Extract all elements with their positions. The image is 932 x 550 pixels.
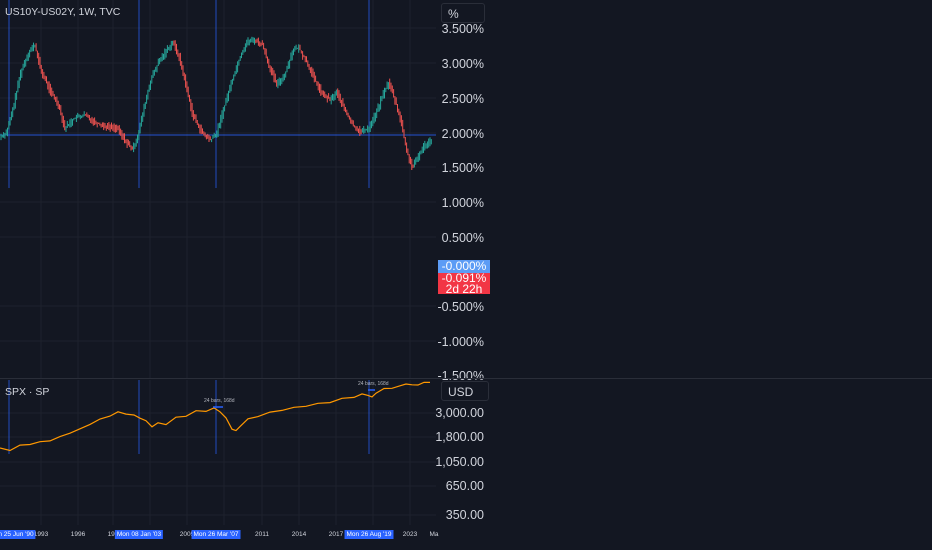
price-tick: 1,800.00 bbox=[435, 430, 484, 444]
spread-chart-canvas[interactable] bbox=[0, 0, 436, 378]
crosshair-date-mark: Mon 08 Jan '03 bbox=[114, 530, 164, 539]
crosshair-date-mark: Mon 26 Mar '07 bbox=[191, 530, 241, 539]
measure-label: 24 bars, 168d bbox=[204, 398, 235, 404]
spread-price-axis[interactable]: % 3.500% 3.000% 2.500% 2.000% 1.500% 1.0… bbox=[436, 0, 496, 383]
spx-chart-canvas[interactable] bbox=[0, 380, 436, 525]
last-price-badge: -0.000% bbox=[438, 260, 490, 273]
crosshair-date-mark: Mon 26 Aug '19 bbox=[344, 530, 394, 539]
price-tick: 1.000% bbox=[441, 196, 484, 210]
spread-unit-selector[interactable]: % bbox=[441, 3, 485, 23]
price-tick: 2.000% bbox=[441, 127, 484, 141]
price-tick: -1.500% bbox=[437, 369, 484, 383]
price-tick: 0.500% bbox=[441, 231, 484, 245]
price-tick: 3,000.00 bbox=[435, 406, 484, 420]
bar-countdown: 2d 22h bbox=[445, 281, 483, 296]
spx-legend[interactable]: SPX · SP bbox=[5, 386, 50, 398]
change-value: -0.091% bbox=[441, 271, 487, 285]
spx-line bbox=[0, 381, 431, 452]
change-countdown-badge: -0.091% 2d 22h bbox=[438, 271, 490, 296]
price-tick: -0.500% bbox=[437, 300, 484, 314]
time-tick: 2011 bbox=[255, 531, 269, 538]
price-tick: 350.00 bbox=[445, 508, 484, 522]
time-tick: 2014 bbox=[291, 531, 307, 538]
time-tick: 2017 bbox=[328, 531, 344, 538]
time-tick: 1996 bbox=[70, 531, 86, 538]
price-tick: -1.000% bbox=[437, 335, 484, 349]
spread-legend[interactable]: US10Y-US02Y, 1W, TVC bbox=[5, 6, 121, 18]
price-tick: 3.000% bbox=[441, 57, 484, 71]
time-tick: 199 bbox=[107, 531, 119, 538]
price-tick: 1.500% bbox=[441, 161, 484, 175]
time-tick: 2023 bbox=[402, 531, 418, 538]
time-tick: 1993 bbox=[33, 531, 49, 538]
pane-divider[interactable] bbox=[0, 378, 932, 379]
time-tick: Ma bbox=[429, 531, 439, 538]
crosshair-date-mark: n 25 Jun '90 bbox=[0, 530, 36, 539]
spx-chart-pane[interactable]: SPX · SP 24 bars, 168d 24 bars, 168d bbox=[0, 380, 436, 525]
spx-unit-selector[interactable]: USD bbox=[441, 381, 489, 401]
price-tick: 3.500% bbox=[441, 22, 484, 36]
spread-chart-pane[interactable]: US10Y-US02Y, 1W, TVC bbox=[0, 0, 436, 378]
price-tick: 1,050.00 bbox=[435, 455, 484, 469]
price-tick: 650.00 bbox=[445, 479, 484, 493]
spx-price-axis[interactable]: USD 3,000.00 1,800.00 1,050.00 650.00 35… bbox=[435, 380, 496, 525]
price-tick: 2.500% bbox=[441, 92, 484, 106]
time-axis[interactable]: 1993 1996 199 2005 2011 2014 2017 2023 M… bbox=[0, 525, 439, 550]
time-tick: 2005 bbox=[179, 531, 195, 538]
measure-label: 24 bars, 168d bbox=[358, 381, 389, 387]
